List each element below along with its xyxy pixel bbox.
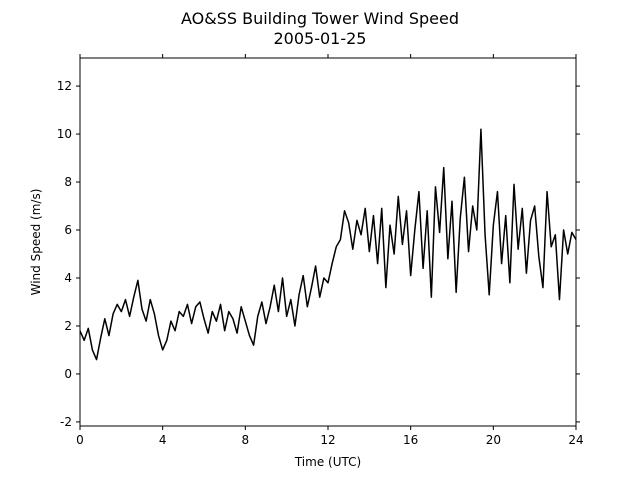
- x-tick-label: 8: [242, 433, 250, 447]
- y-tick-label: 4: [64, 271, 72, 285]
- x-axis-label: Time (UTC): [294, 455, 361, 469]
- x-tick-label: 20: [486, 433, 501, 447]
- y-axis-label: Wind Speed (m/s): [29, 189, 43, 296]
- y-tick-label: 8: [64, 175, 72, 189]
- y-tick-label: 0: [64, 367, 72, 381]
- chart-title: AO&SS Building Tower Wind Speed: [181, 9, 459, 28]
- chart-subtitle: 2005-01-25: [274, 29, 367, 48]
- x-tick-label: 12: [320, 433, 335, 447]
- plot-frame: [79, 57, 577, 427]
- y-tick-label: 2: [64, 319, 72, 333]
- x-tick-label: 0: [76, 433, 84, 447]
- line-series: [79, 128, 577, 361]
- x-tick-label: 4: [159, 433, 167, 447]
- y-tick-label: -2: [60, 415, 72, 429]
- y-tick-label: 12: [57, 79, 72, 93]
- y-tick-label: 6: [64, 223, 72, 237]
- x-tick-label: 16: [403, 433, 418, 447]
- x-tick-label: 24: [568, 433, 583, 447]
- y-tick-label: 10: [57, 127, 72, 141]
